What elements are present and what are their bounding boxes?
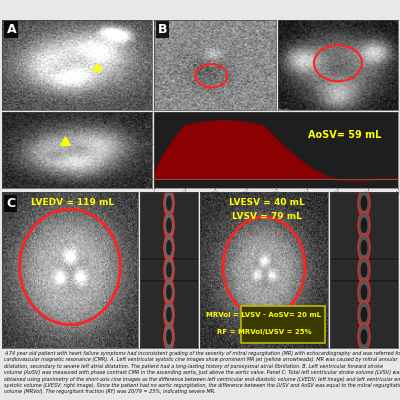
Text: LVSV = 79 mL: LVSV = 79 mL: [232, 212, 302, 221]
Bar: [331, 193, 397, 214]
Circle shape: [166, 218, 172, 233]
Circle shape: [358, 189, 370, 217]
Circle shape: [166, 307, 172, 322]
Bar: [141, 237, 197, 258]
Circle shape: [164, 323, 174, 351]
Circle shape: [166, 329, 172, 345]
Bar: [331, 237, 397, 258]
Text: RF = MRVol/LVSV = 25%: RF = MRVol/LVSV = 25%: [217, 330, 311, 335]
Circle shape: [358, 234, 370, 262]
Circle shape: [358, 211, 370, 240]
Bar: [331, 282, 397, 303]
Circle shape: [361, 262, 368, 278]
Circle shape: [361, 284, 368, 300]
Bar: [141, 193, 197, 214]
Circle shape: [164, 234, 174, 262]
Circle shape: [164, 278, 174, 306]
Circle shape: [361, 240, 368, 256]
Bar: [331, 215, 397, 236]
Circle shape: [361, 195, 368, 211]
Circle shape: [166, 240, 172, 256]
Circle shape: [164, 189, 174, 217]
Text: LVEDV = 119 mL: LVEDV = 119 mL: [31, 198, 114, 207]
Circle shape: [166, 262, 172, 278]
Bar: [331, 326, 397, 347]
Circle shape: [166, 195, 172, 211]
Text: C: C: [6, 197, 15, 210]
Circle shape: [358, 300, 370, 329]
Bar: [331, 260, 397, 280]
Text: LVESV = 40 mL: LVESV = 40 mL: [229, 198, 304, 207]
Circle shape: [358, 323, 370, 351]
Bar: [331, 304, 397, 325]
Bar: [141, 282, 197, 303]
Circle shape: [166, 284, 172, 300]
Title: Flow Velocity: Flow Velocity: [263, 108, 289, 112]
Text: A 74 year old patient with heart failure symptoms had inconsistent grading of th: A 74 year old patient with heart failure…: [4, 351, 400, 394]
Text: B: B: [158, 23, 167, 36]
FancyBboxPatch shape: [241, 306, 326, 343]
Circle shape: [358, 256, 370, 284]
Circle shape: [164, 256, 174, 284]
Text: MRVol = LVSV - AoSV= 20 mL: MRVol = LVSV - AoSV= 20 mL: [206, 312, 322, 318]
Circle shape: [361, 307, 368, 322]
Bar: [141, 260, 197, 280]
Circle shape: [361, 218, 368, 233]
Bar: [141, 326, 197, 347]
Circle shape: [164, 300, 174, 329]
Circle shape: [358, 278, 370, 306]
Bar: [141, 215, 197, 236]
Text: AoSV= 59 mL: AoSV= 59 mL: [308, 130, 381, 140]
Circle shape: [164, 211, 174, 240]
Bar: [141, 304, 197, 325]
Text: A: A: [6, 23, 16, 36]
Circle shape: [361, 329, 368, 345]
